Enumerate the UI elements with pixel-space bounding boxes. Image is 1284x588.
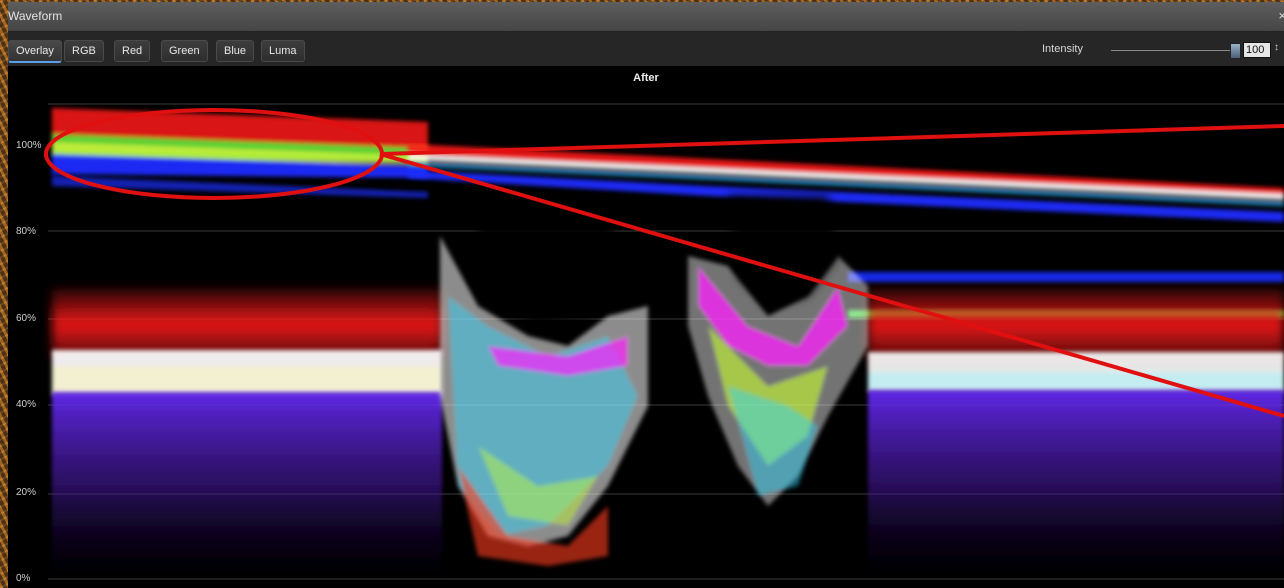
waveform-trace xyxy=(44,103,1284,582)
y-tick-label: 60% xyxy=(16,313,37,324)
y-tick-label: 100% xyxy=(16,140,42,151)
y-tick-label: 0% xyxy=(16,573,31,584)
tab-luma[interactable]: Luma xyxy=(261,40,305,62)
toolbar: Overlay RGB Red Green Blue Luma Intensit… xyxy=(8,32,1284,66)
intensity-slider-handle[interactable] xyxy=(1230,43,1241,59)
y-tick-label: 20% xyxy=(16,487,37,498)
spinner-arrows-icon[interactable]: ↕ xyxy=(1274,42,1279,53)
y-tick-label: 80% xyxy=(16,226,37,237)
tab-green[interactable]: Green xyxy=(161,40,208,62)
y-tick-label: 40% xyxy=(16,399,37,410)
scope-title: After xyxy=(633,72,659,84)
tab-blue[interactable]: Blue xyxy=(216,40,255,62)
close-icon[interactable]: × xyxy=(1278,8,1284,23)
tab-overlay[interactable]: Overlay xyxy=(8,40,62,63)
intensity-value-input[interactable] xyxy=(1243,42,1271,58)
annotation-callout xyxy=(44,108,1284,418)
waveform-scope: After 100% 80% 60% 40% 20% 0% xyxy=(8,66,1284,588)
intensity-label: Intensity xyxy=(1042,43,1083,55)
intensity-slider-track[interactable] xyxy=(1111,50,1241,51)
tab-red[interactable]: Red xyxy=(114,40,151,62)
waveform-window: Waveform × Overlay RGB Red Green Blue Lu… xyxy=(8,2,1284,588)
window-title: Waveform xyxy=(8,9,63,23)
tab-rgb[interactable]: RGB xyxy=(64,40,104,62)
title-bar[interactable]: Waveform × xyxy=(8,2,1284,32)
